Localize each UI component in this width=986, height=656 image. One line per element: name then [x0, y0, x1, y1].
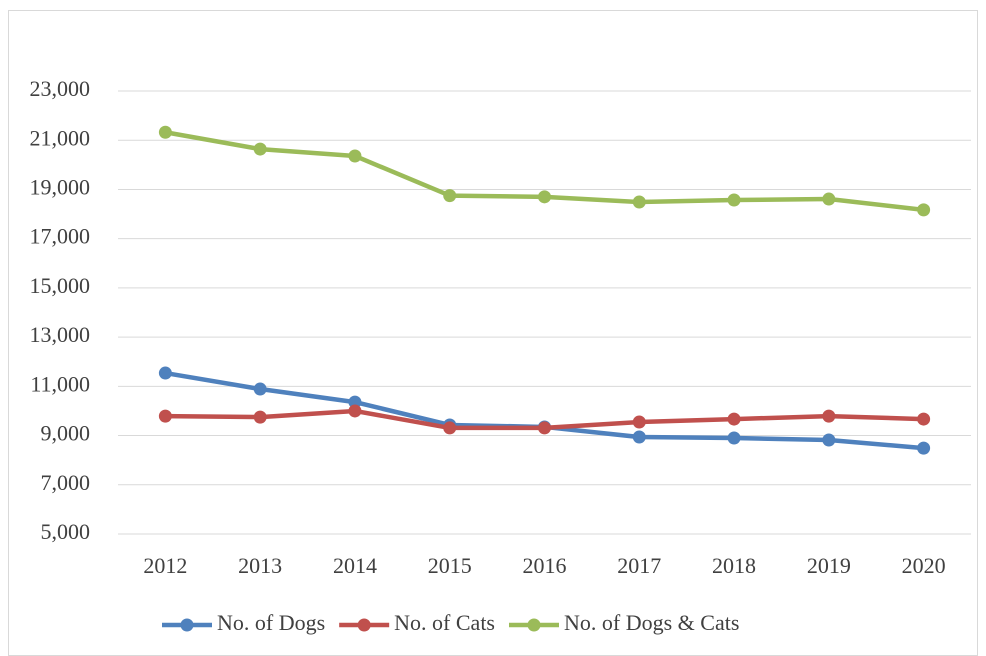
legend-marker — [527, 618, 541, 632]
data-point — [348, 404, 362, 418]
data-point — [632, 195, 646, 209]
y-tick-label: 17,000 — [30, 224, 91, 249]
data-point — [822, 192, 836, 206]
data-point — [822, 433, 836, 447]
data-point — [158, 366, 172, 380]
x-tick-label: 2014 — [333, 553, 377, 578]
data-point — [727, 193, 741, 207]
legend-label: No. of Cats — [394, 610, 495, 635]
data-point — [727, 431, 741, 445]
y-tick-label: 13,000 — [30, 322, 91, 347]
y-tick-label: 23,000 — [30, 76, 91, 101]
data-point — [917, 203, 931, 217]
y-tick-label: 7,000 — [41, 470, 91, 495]
data-point — [538, 190, 551, 204]
x-tick-label: 2019 — [807, 553, 851, 578]
data-point — [253, 142, 267, 156]
x-tick-label: 2015 — [428, 553, 472, 578]
y-tick-label: 21,000 — [30, 125, 91, 150]
chart-border — [8, 10, 978, 656]
x-tick-label: 2013 — [238, 553, 282, 578]
data-point — [538, 421, 551, 435]
data-point — [158, 409, 172, 423]
y-tick-label: 15,000 — [30, 273, 91, 298]
data-point — [632, 415, 646, 429]
legend-marker — [180, 618, 194, 632]
legend-label: No. of Dogs & Cats — [564, 610, 739, 635]
data-point — [632, 430, 646, 444]
data-point — [158, 125, 172, 139]
data-point — [443, 421, 457, 435]
data-point — [727, 412, 741, 426]
data-point — [253, 410, 267, 424]
legend-marker — [357, 618, 371, 632]
data-point — [917, 441, 931, 455]
x-tick-label: 2017 — [617, 553, 661, 578]
data-point — [253, 382, 267, 396]
data-point — [443, 189, 457, 203]
y-tick-label: 19,000 — [30, 174, 91, 199]
y-tick-label: 5,000 — [41, 519, 91, 544]
x-tick-label: 2012 — [143, 553, 187, 578]
data-point — [822, 409, 836, 423]
y-tick-label: 9,000 — [41, 421, 91, 446]
data-point — [917, 412, 931, 426]
x-tick-label: 2016 — [523, 553, 567, 578]
x-tick-label: 2020 — [902, 553, 946, 578]
y-tick-label: 11,000 — [30, 371, 90, 396]
legend-label: No. of Dogs — [217, 610, 325, 635]
data-point — [348, 149, 362, 163]
x-tick-label: 2018 — [712, 553, 756, 578]
